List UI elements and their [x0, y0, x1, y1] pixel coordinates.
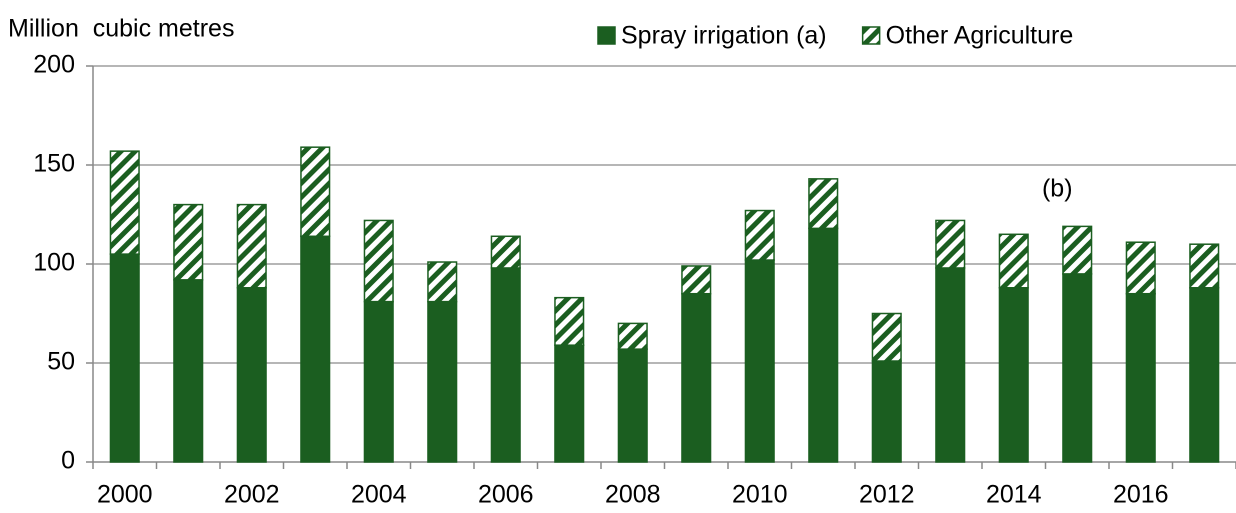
- bar-segment: [1062, 273, 1093, 463]
- annotation: (b): [1042, 175, 1073, 203]
- bar-segment: [871, 360, 902, 463]
- bar-segment: [1062, 225, 1093, 275]
- bar-segment: [998, 233, 1029, 289]
- legend-label: Other Agriculture: [886, 22, 1074, 50]
- y-tick-label: 50: [47, 348, 75, 376]
- bar-segment: [808, 227, 839, 463]
- bar-segment: [681, 265, 712, 295]
- x-tick-label: 2016: [1113, 481, 1169, 509]
- bar-segment: [427, 300, 458, 463]
- bar-segment: [1125, 241, 1156, 295]
- y-tick-label: 150: [33, 150, 75, 178]
- bar-segment: [363, 300, 394, 463]
- bar-segment: [744, 259, 775, 463]
- x-tick-label: 2014: [986, 481, 1042, 509]
- legend-label: Spray irrigation (a): [621, 22, 827, 50]
- bar-segment: [617, 322, 648, 350]
- bar-segment: [935, 219, 966, 269]
- x-tick-label: 2000: [97, 481, 153, 509]
- y-tick-label: 0: [61, 447, 75, 475]
- x-tick-label: 2008: [605, 481, 661, 509]
- bar-segment: [744, 209, 775, 261]
- bar-segment: [1189, 287, 1220, 463]
- y-tick-label: 100: [33, 249, 75, 277]
- legend-swatch: [861, 26, 881, 45]
- x-tick-label: 2006: [478, 481, 534, 509]
- x-tick-label: 2012: [859, 481, 915, 509]
- bar-segment: [871, 312, 902, 362]
- bar-segment: [363, 219, 394, 303]
- bar-segment: [554, 296, 585, 346]
- bar-segment: [173, 279, 204, 463]
- bar-segment: [998, 287, 1029, 463]
- y-axis-label: Million cubic metres: [8, 15, 234, 43]
- bar-segment: [300, 146, 331, 238]
- bar-segment: [236, 203, 267, 289]
- bar-segment: [808, 178, 839, 230]
- bar-segment: [490, 267, 521, 463]
- legend-swatch: [597, 26, 616, 45]
- bar-segment: [617, 348, 648, 463]
- bar-segment: [427, 261, 458, 303]
- bar-segment: [1189, 243, 1220, 289]
- x-tick-label: 2010: [732, 481, 788, 509]
- bar-segment: [1125, 292, 1156, 463]
- x-tick-label: 2002: [224, 481, 280, 509]
- bar-segment: [554, 344, 585, 463]
- bar-segment: [109, 150, 140, 255]
- bar-segment: [681, 292, 712, 463]
- bar-segment: [173, 203, 204, 281]
- y-tick-label: 200: [33, 51, 75, 79]
- bar-segment: [490, 235, 521, 269]
- bar-segment: [109, 253, 140, 463]
- bar-segment: [935, 267, 966, 463]
- bar-segment: [236, 287, 267, 463]
- x-tick-label: 2004: [351, 481, 407, 509]
- bar-segment: [300, 235, 331, 463]
